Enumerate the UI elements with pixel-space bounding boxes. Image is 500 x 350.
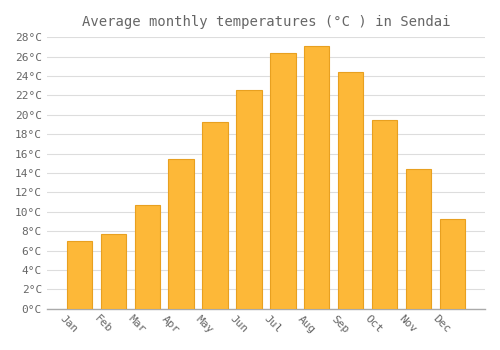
Bar [100, 234, 126, 309]
Bar [372, 120, 398, 309]
Bar [202, 121, 228, 309]
Title: Average monthly temperatures (°C ) in Sendai: Average monthly temperatures (°C ) in Se… [82, 15, 450, 29]
Bar [134, 205, 160, 309]
Bar [338, 72, 363, 309]
Bar [406, 169, 431, 309]
Bar [440, 219, 465, 309]
Bar [67, 241, 92, 309]
Bar [236, 90, 262, 309]
Bar [270, 52, 295, 309]
Bar [304, 46, 330, 309]
Bar [168, 159, 194, 309]
